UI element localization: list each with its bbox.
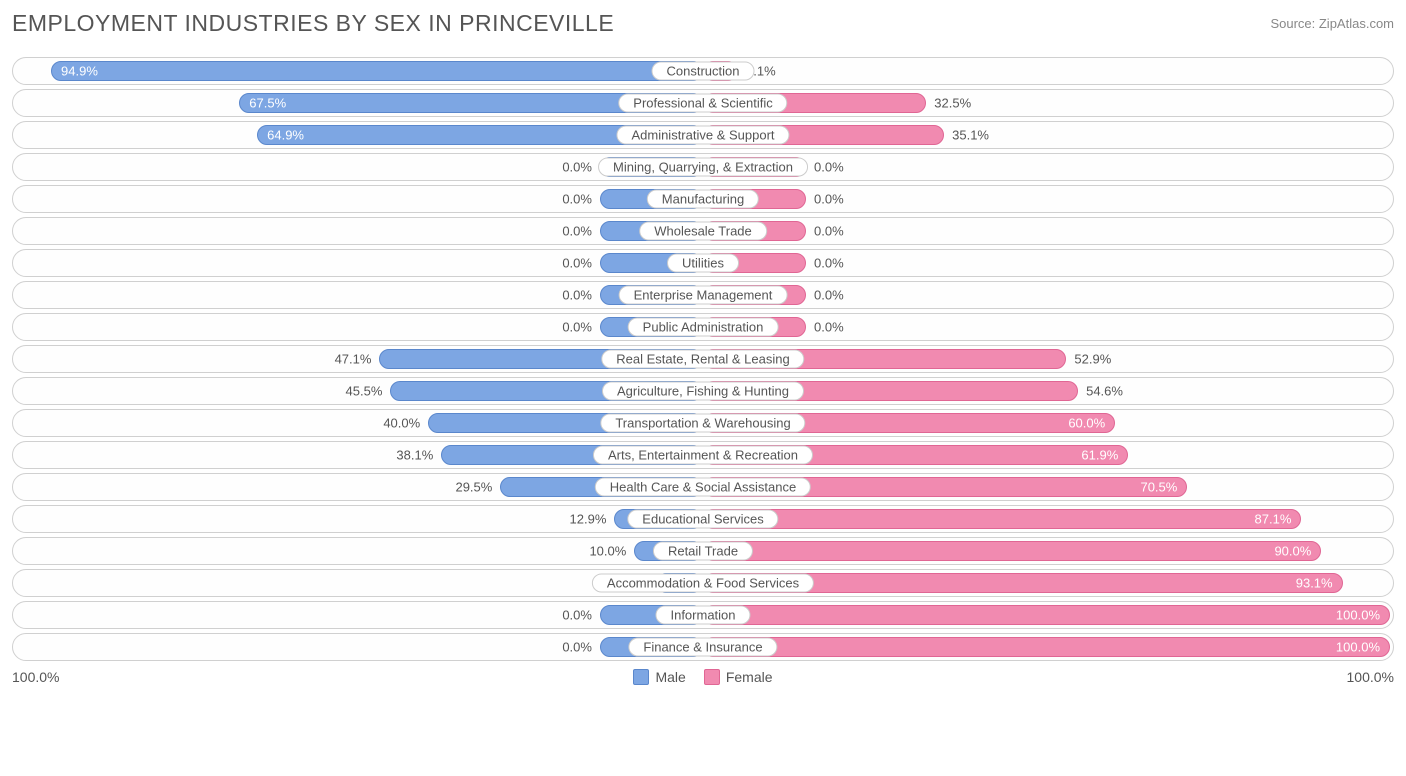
legend-item-male: Male — [633, 669, 685, 685]
legend-label-male: Male — [655, 669, 685, 685]
male-value-label: 45.5% — [346, 384, 383, 399]
female-value-label: 87.1% — [1255, 512, 1292, 527]
male-value-label: 67.5% — [249, 96, 286, 111]
male-value-label: 47.1% — [335, 352, 372, 367]
female-value-label: 0.0% — [814, 192, 844, 207]
axis-left-label: 100.0% — [12, 669, 59, 685]
male-value-label: 0.0% — [562, 320, 592, 335]
male-value-label: 0.0% — [562, 608, 592, 623]
female-bar — [703, 509, 1301, 529]
male-value-label: 0.0% — [562, 256, 592, 271]
chart-row: 67.5% 32.5% Professional & Scientific — [12, 89, 1394, 117]
legend-swatch-male — [633, 669, 649, 685]
legend-label-female: Female — [726, 669, 773, 685]
chart-row: 0.0% 100.0% Information — [12, 601, 1394, 629]
category-label: Public Administration — [628, 318, 779, 337]
male-value-label: 0.0% — [562, 640, 592, 655]
male-value-label: 0.0% — [562, 224, 592, 239]
female-value-label: 60.0% — [1068, 416, 1105, 431]
chart-row: 0.0% 0.0% Public Administration — [12, 313, 1394, 341]
female-value-label: 0.0% — [814, 288, 844, 303]
female-value-label: 32.5% — [934, 96, 971, 111]
female-value-label: 0.0% — [814, 160, 844, 175]
category-label: Administrative & Support — [616, 126, 789, 145]
female-bar — [703, 605, 1390, 625]
male-value-label: 10.0% — [589, 544, 626, 559]
chart-row: 45.5% 54.6% Agriculture, Fishing & Hunting — [12, 377, 1394, 405]
chart-rows: 94.9%5.1%Construction 67.5% 32.5% Professio… — [12, 57, 1394, 661]
male-bar — [51, 61, 703, 81]
chart-row: 38.1% 61.9% Arts, Entertainment & Recreati… — [12, 441, 1394, 469]
chart-row: 94.9%5.1%Construction — [12, 57, 1394, 85]
chart-row: 6.9%93.1%Accommodation & Food Services — [12, 569, 1394, 597]
male-value-label: 0.0% — [562, 160, 592, 175]
category-label: Real Estate, Rental & Leasing — [601, 350, 804, 369]
male-value-label: 40.0% — [383, 416, 420, 431]
female-value-label: 100.0% — [1336, 608, 1380, 623]
category-label: Utilities — [667, 254, 739, 273]
category-label: Transportation & Warehousing — [600, 414, 805, 433]
category-label: Accommodation & Food Services — [592, 574, 814, 593]
category-label: Educational Services — [627, 510, 778, 529]
legend-swatch-female — [704, 669, 720, 685]
female-bar — [703, 541, 1321, 561]
chart-row: 0.0% 100.0% Finance & Insurance — [12, 633, 1394, 661]
category-label: Manufacturing — [647, 190, 759, 209]
chart-row: 10.0% 90.0% Retail Trade — [12, 537, 1394, 565]
chart-row: 47.1% 52.9% Real Estate, Rental & Leasing — [12, 345, 1394, 373]
male-value-label: 0.0% — [562, 288, 592, 303]
chart-source: Source: ZipAtlas.com — [1270, 16, 1394, 31]
male-value-label: 94.9% — [61, 64, 98, 79]
chart-row: 29.5% 70.5% Health Care & Social Assistanc… — [12, 473, 1394, 501]
axis-right-label: 100.0% — [1347, 669, 1394, 685]
category-label: Wholesale Trade — [639, 222, 767, 241]
male-value-label: 38.1% — [396, 448, 433, 463]
male-value-label: 0.0% — [562, 192, 592, 207]
chart-row: 0.0% 0.0% Manufacturing — [12, 185, 1394, 213]
female-value-label: 90.0% — [1274, 544, 1311, 559]
chart-container: EMPLOYMENT INDUSTRIES BY SEX IN PRINCEVI… — [0, 0, 1406, 693]
female-value-label: 61.9% — [1081, 448, 1118, 463]
female-value-label: 0.0% — [814, 320, 844, 335]
male-value-label: 29.5% — [455, 480, 492, 495]
chart-row: 64.9% 35.1% Administrative & Support — [12, 121, 1394, 149]
legend-item-female: Female — [704, 669, 773, 685]
male-value-label: 12.9% — [570, 512, 607, 527]
chart-row: 12.9% 87.1% Educational Services — [12, 505, 1394, 533]
category-label: Mining, Quarrying, & Extraction — [598, 158, 808, 177]
category-label: Enterprise Management — [619, 286, 788, 305]
female-value-label: 0.0% — [814, 224, 844, 239]
category-label: Health Care & Social Assistance — [595, 478, 811, 497]
female-value-label: 70.5% — [1140, 480, 1177, 495]
chart-row: 0.0% 0.0% Wholesale Trade — [12, 217, 1394, 245]
female-value-label: 100.0% — [1336, 640, 1380, 655]
chart-footer: 100.0% Male Female 100.0% — [12, 669, 1394, 685]
category-label: Professional & Scientific — [618, 94, 787, 113]
chart-header: EMPLOYMENT INDUSTRIES BY SEX IN PRINCEVI… — [12, 10, 1394, 37]
category-label: Information — [655, 606, 750, 625]
legend: Male Female — [633, 669, 772, 685]
male-value-label: 64.9% — [267, 128, 304, 143]
chart-row: 0.0% 0.0% Enterprise Management — [12, 281, 1394, 309]
chart-title: EMPLOYMENT INDUSTRIES BY SEX IN PRINCEVI… — [12, 10, 614, 37]
category-label: Agriculture, Fishing & Hunting — [602, 382, 804, 401]
chart-row: 40.0% 60.0% Transportation & Warehousing — [12, 409, 1394, 437]
category-label: Finance & Insurance — [628, 638, 777, 657]
category-label: Construction — [652, 62, 755, 81]
category-label: Retail Trade — [653, 542, 753, 561]
chart-row: 0.0% 0.0% Utilities — [12, 249, 1394, 277]
chart-row: 0.0% 0.0% Mining, Quarrying, & Extraction — [12, 153, 1394, 181]
female-value-label: 0.0% — [814, 256, 844, 271]
female-value-label: 93.1% — [1296, 576, 1333, 591]
category-label: Arts, Entertainment & Recreation — [593, 446, 813, 465]
female-value-label: 35.1% — [952, 128, 989, 143]
female-value-label: 52.9% — [1074, 352, 1111, 367]
female-bar — [703, 637, 1390, 657]
female-value-label: 54.6% — [1086, 384, 1123, 399]
